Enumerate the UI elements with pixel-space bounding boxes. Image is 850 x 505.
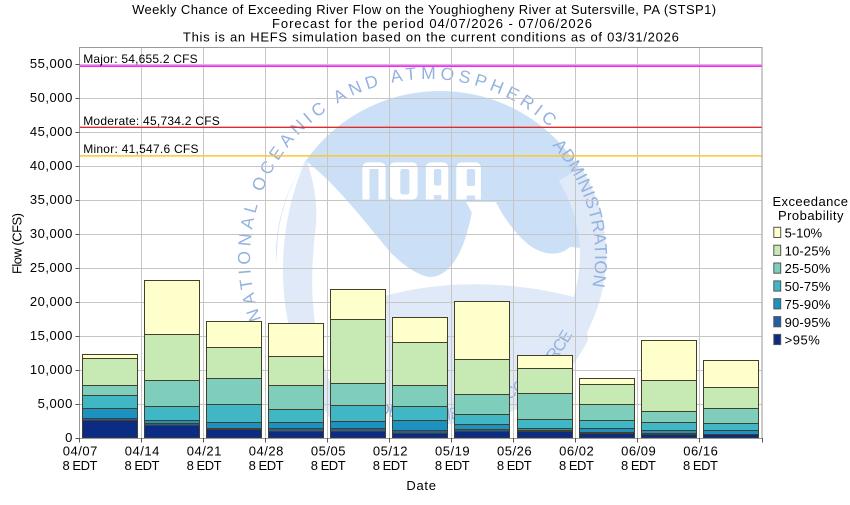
svg-text:8 EDT: 8 EDT bbox=[249, 458, 284, 473]
svg-text:Flow (CFS): Flow (CFS) bbox=[10, 213, 25, 274]
svg-text:Probability: Probability bbox=[778, 208, 844, 223]
svg-text:8 EDT: 8 EDT bbox=[311, 458, 346, 473]
svg-text:Moderate: 45,734.2 CFS: Moderate: 45,734.2 CFS bbox=[83, 114, 220, 128]
svg-text:8 EDT: 8 EDT bbox=[497, 458, 532, 473]
svg-text:04/07: 04/07 bbox=[63, 443, 98, 458]
svg-text:50-75%: 50-75% bbox=[785, 279, 831, 294]
svg-text:8 EDT: 8 EDT bbox=[373, 458, 408, 473]
svg-text:50,000: 50,000 bbox=[30, 90, 72, 105]
svg-text:Minor: 41,547.6 CFS: Minor: 41,547.6 CFS bbox=[83, 142, 198, 156]
svg-text:35,000: 35,000 bbox=[30, 192, 72, 207]
svg-text:10,000: 10,000 bbox=[30, 362, 72, 377]
svg-text:06/09: 06/09 bbox=[621, 443, 656, 458]
svg-text:06/02: 06/02 bbox=[559, 443, 594, 458]
svg-text:40,000: 40,000 bbox=[30, 158, 72, 173]
svg-text:Major: 54,655.2 CFS: Major: 54,655.2 CFS bbox=[83, 52, 198, 66]
svg-text:05/12: 05/12 bbox=[373, 443, 408, 458]
svg-text:8 EDT: 8 EDT bbox=[435, 458, 470, 473]
svg-text:8 EDT: 8 EDT bbox=[621, 458, 656, 473]
svg-text:05/05: 05/05 bbox=[311, 443, 346, 458]
svg-text:05/19: 05/19 bbox=[435, 443, 470, 458]
svg-text:5-10%: 5-10% bbox=[785, 226, 823, 241]
svg-text:8 EDT: 8 EDT bbox=[559, 458, 594, 473]
svg-text:75-90%: 75-90% bbox=[785, 297, 831, 312]
svg-text:45,000: 45,000 bbox=[30, 124, 72, 139]
svg-text:8 EDT: 8 EDT bbox=[187, 458, 222, 473]
svg-text:90-95%: 90-95% bbox=[785, 315, 831, 330]
svg-text:>95%: >95% bbox=[785, 333, 821, 348]
svg-text:8 EDT: 8 EDT bbox=[125, 458, 160, 473]
svg-text:30,000: 30,000 bbox=[30, 226, 72, 241]
svg-text:0: 0 bbox=[65, 430, 72, 445]
svg-text:10-25%: 10-25% bbox=[785, 243, 831, 258]
svg-text:06/16: 06/16 bbox=[683, 443, 718, 458]
svg-text:04/14: 04/14 bbox=[125, 443, 160, 458]
svg-text:5,000: 5,000 bbox=[38, 396, 73, 411]
svg-text:This is an HEFS simulation bas: This is an HEFS simulation based on the … bbox=[183, 30, 679, 45]
svg-text:8 EDT: 8 EDT bbox=[63, 458, 98, 473]
svg-text:Forecast for the period 04/07/: Forecast for the period 04/07/2026 - 07/… bbox=[272, 16, 592, 31]
svg-text:25-50%: 25-50% bbox=[785, 261, 831, 276]
svg-text:04/28: 04/28 bbox=[249, 443, 284, 458]
svg-text:05/26: 05/26 bbox=[497, 443, 532, 458]
svg-text:8 EDT: 8 EDT bbox=[683, 458, 718, 473]
svg-text:Date: Date bbox=[406, 478, 436, 493]
svg-text:04/21: 04/21 bbox=[187, 443, 222, 458]
svg-text:20,000: 20,000 bbox=[30, 294, 72, 309]
svg-text:55,000: 55,000 bbox=[30, 56, 72, 71]
svg-text:Weekly Chance of Exceeding Riv: Weekly Chance of Exceeding River Flow on… bbox=[132, 2, 716, 17]
svg-text:Exceedance: Exceedance bbox=[772, 194, 848, 209]
svg-text:15,000: 15,000 bbox=[30, 328, 72, 343]
svg-text:25,000: 25,000 bbox=[30, 260, 72, 275]
